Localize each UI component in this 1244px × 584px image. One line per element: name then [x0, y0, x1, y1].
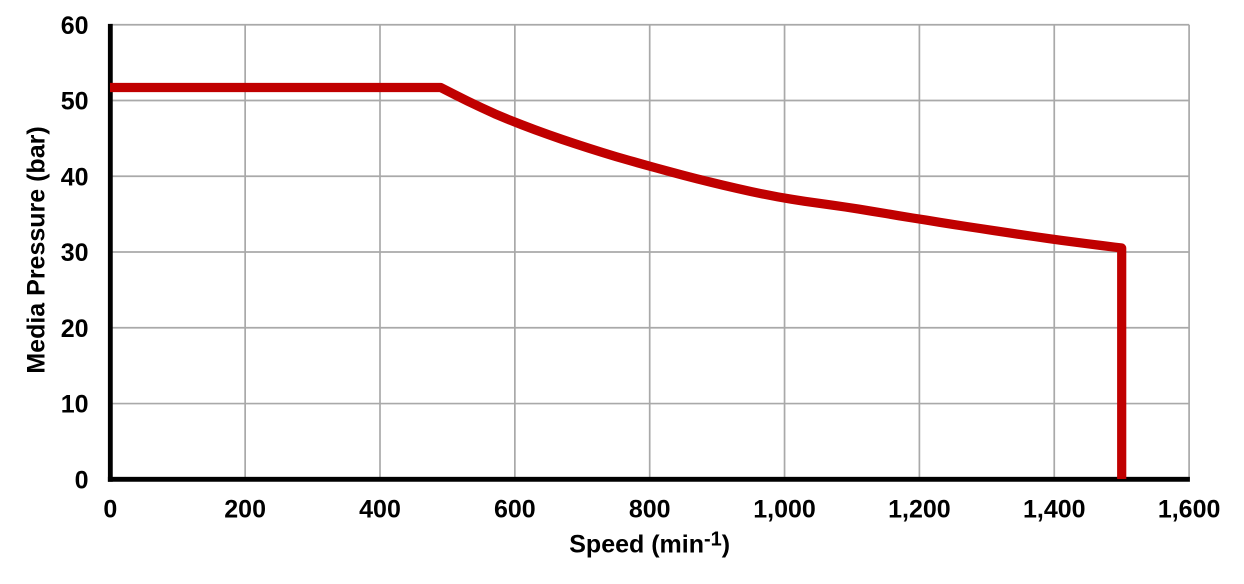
svg-text:200: 200	[224, 496, 266, 524]
svg-text:1,200: 1,200	[888, 496, 951, 524]
svg-text:40: 40	[61, 163, 89, 191]
svg-text:1,600: 1,600	[1158, 496, 1221, 524]
svg-text:0: 0	[75, 466, 89, 494]
svg-text:400: 400	[359, 496, 401, 524]
svg-text:Speed (min-1): Speed (min-1)	[569, 529, 730, 559]
svg-text:30: 30	[61, 239, 89, 267]
svg-text:60: 60	[61, 12, 89, 40]
svg-text:800: 800	[629, 496, 671, 524]
svg-text:1,400: 1,400	[1023, 496, 1086, 524]
svg-text:Media Pressure (bar): Media Pressure (bar)	[23, 126, 51, 373]
svg-text:10: 10	[61, 391, 89, 419]
svg-text:600: 600	[494, 496, 536, 524]
svg-text:1,000: 1,000	[753, 496, 816, 524]
svg-text:0: 0	[103, 496, 117, 524]
svg-text:50: 50	[61, 88, 89, 116]
svg-text:20: 20	[61, 315, 89, 343]
